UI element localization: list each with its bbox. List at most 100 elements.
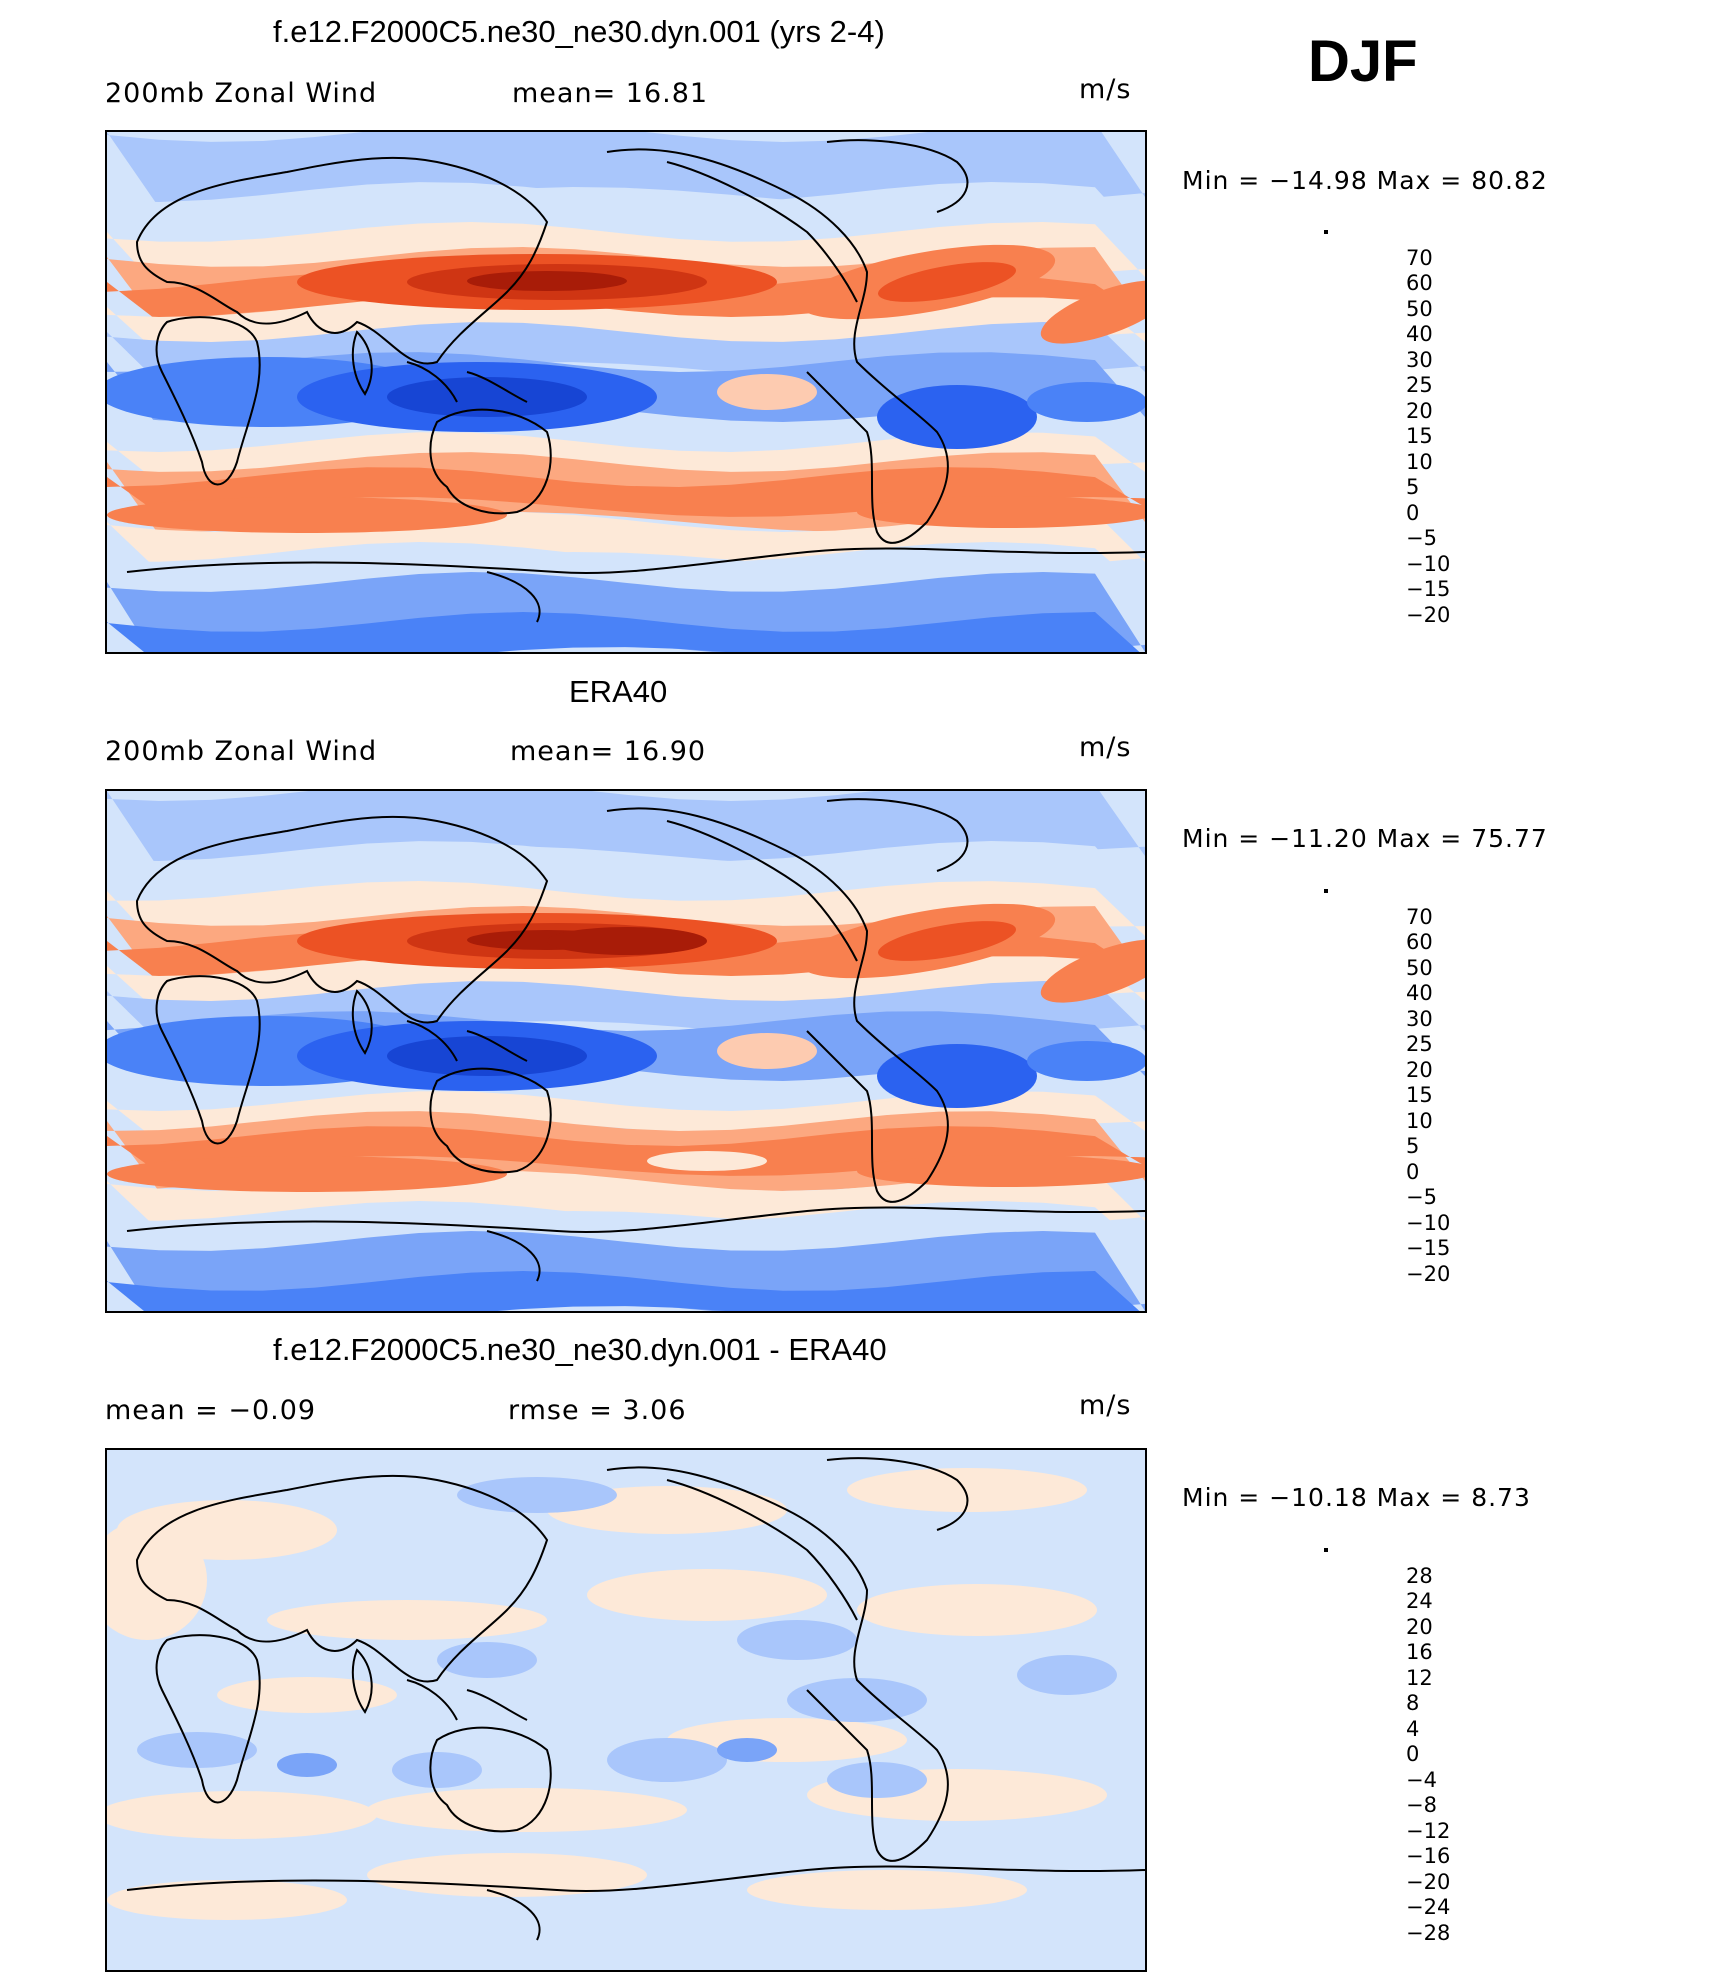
colorbar-tick-label: −24: [1406, 1895, 1451, 1919]
coastline: [126, 798, 1145, 1282]
colorbar-tick-label: −8: [1406, 1793, 1437, 1817]
contour-band: [457, 1477, 617, 1513]
colorbar-tick-label: −10: [1406, 551, 1451, 576]
panel-title-obs: ERA40: [569, 674, 668, 709]
contour-band: [878, 262, 1016, 302]
colorbar-tick-label: −4: [1406, 1767, 1437, 1792]
panel-title-model: f.e12.F2000C5.ne30_ne30.dyn.001 (yrs 2-4…: [273, 14, 885, 49]
panel-mean-label-diff: mean = −0.09: [105, 1395, 317, 1426]
colorbar-tick-label: −16: [1406, 1844, 1451, 1868]
contour-map-model: [107, 132, 1145, 652]
contour-band: [107, 497, 507, 533]
map-panel-obs: [105, 789, 1147, 1313]
contour-band: [587, 1569, 827, 1621]
contour-band: [107, 612, 1140, 652]
coastline: [126, 1457, 1145, 1941]
colorbar-tick-label: 50: [1406, 296, 1433, 321]
colorbar-tick-label: 25: [1406, 373, 1433, 397]
colorbar-tick-label: 8: [1406, 1691, 1420, 1715]
colorbar-tick-label: −15: [1406, 577, 1451, 601]
colorbar-tick-label: 50: [1406, 955, 1433, 980]
colorbar-tick-label: 20: [1406, 398, 1433, 423]
colorbar-tick-label: 30: [1406, 1006, 1433, 1031]
contour-band: [107, 1520, 207, 1640]
colorbar-obs: [1324, 889, 1328, 893]
contour-band: [367, 1788, 687, 1832]
colorbar-tick-label: 10: [1406, 1108, 1433, 1133]
colorbar-tick-label: 15: [1406, 1083, 1433, 1107]
contour-band: [647, 1151, 767, 1171]
colorbar-tick-label: 5: [1406, 475, 1420, 499]
panel-variable-label-model: 200mb Zonal Wind: [105, 78, 378, 109]
panel-rmse-label-diff: rmse = 3.06: [508, 1395, 687, 1426]
colorbar-tick-label: −12: [1406, 1818, 1451, 1843]
contour-band: [717, 1033, 817, 1069]
colorbar-tick-label: 40: [1406, 322, 1433, 346]
colorbar-tick-label: 4: [1406, 1716, 1420, 1741]
colorbar-tick-label: −10: [1406, 1210, 1451, 1235]
contour-band: [1027, 1041, 1145, 1081]
colorbar-tick-label: 25: [1406, 1032, 1433, 1056]
colorbar-tick-label: 20: [1406, 1614, 1433, 1639]
contour-map-obs: [107, 791, 1145, 1311]
colorbar-tick-label: 40: [1406, 981, 1433, 1005]
contour-band: [747, 1870, 1027, 1910]
colorbar-tick-label: 20: [1406, 1057, 1433, 1082]
colorbar-tick-label: 30: [1406, 347, 1433, 372]
contour-band: [857, 496, 1145, 528]
contour-band: [717, 1738, 777, 1762]
colorbar-tick-label: 0: [1406, 500, 1420, 525]
colorbar-tick-label: 15: [1406, 424, 1433, 448]
map-panel-model: [105, 130, 1147, 654]
colorbar-model: [1324, 230, 1328, 234]
contour-band: [367, 1853, 647, 1897]
minmax-label-model: Min = −14.98 Max = 80.82: [1182, 166, 1548, 195]
contour-band: [267, 1600, 547, 1640]
contour-band: [1040, 280, 1145, 344]
minmax-label-diff: Min = −10.18 Max = 8.73: [1182, 1483, 1531, 1512]
contour-band: [137, 1732, 257, 1768]
colorbar-tick-label: 5: [1406, 1134, 1420, 1158]
contour-band: [107, 1271, 1140, 1311]
colorbar-tick-label: 0: [1406, 1159, 1420, 1184]
colorbar-tick-label: 24: [1406, 1589, 1433, 1613]
contour-band: [1027, 382, 1145, 422]
contour-band: [607, 1738, 727, 1782]
contour-band: [857, 1155, 1145, 1187]
contour-band: [107, 1791, 377, 1839]
colorbar-tick-label: 10: [1406, 449, 1433, 474]
colorbar-tick-label: 12: [1406, 1665, 1433, 1690]
contour-band: [717, 374, 817, 410]
contour-band: [387, 1036, 587, 1076]
contour-band: [847, 1468, 1087, 1512]
panel-variable-label-obs: 200mb Zonal Wind: [105, 736, 378, 767]
contour-band: [827, 1762, 927, 1798]
contour-band: [387, 377, 587, 417]
season-label: DJF: [1308, 29, 1418, 94]
contour-band: [1040, 939, 1145, 1003]
colorbar-tick-label: −28: [1406, 1920, 1451, 1945]
colorbar-tick-label: −5: [1406, 1185, 1437, 1209]
colorbar-tick-label: 60: [1406, 271, 1433, 295]
panel-mean-label-obs: mean= 16.90: [510, 736, 707, 767]
colorbar-tick-label: −20: [1406, 1869, 1451, 1894]
colorbar-tick-label: 16: [1406, 1640, 1433, 1664]
colorbar-diff: [1324, 1548, 1328, 1552]
colorbar-tick-label: −20: [1406, 1261, 1451, 1286]
colorbar-tick-label: 70: [1406, 904, 1433, 929]
contour-band: [877, 1044, 1037, 1108]
contour-band: [107, 1880, 347, 1920]
contour-band: [277, 1753, 337, 1777]
contour-band: [877, 385, 1037, 449]
contour-band: [857, 1584, 1097, 1636]
panel-units-obs: m/s: [1079, 732, 1132, 763]
contour-band: [878, 921, 1016, 961]
colorbar-tick-label: 70: [1406, 245, 1433, 270]
coastline: [126, 139, 1145, 623]
colorbar-tick-label: 0: [1406, 1742, 1420, 1766]
panel-units-diff: m/s: [1079, 1390, 1132, 1421]
contour-band: [467, 271, 627, 291]
colorbar-tick-label: 28: [1406, 1563, 1433, 1588]
contour-band: [107, 1156, 507, 1192]
minmax-label-obs: Min = −11.20 Max = 75.77: [1182, 824, 1548, 853]
